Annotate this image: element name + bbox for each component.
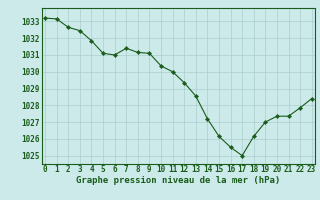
X-axis label: Graphe pression niveau de la mer (hPa): Graphe pression niveau de la mer (hPa): [76, 176, 281, 185]
